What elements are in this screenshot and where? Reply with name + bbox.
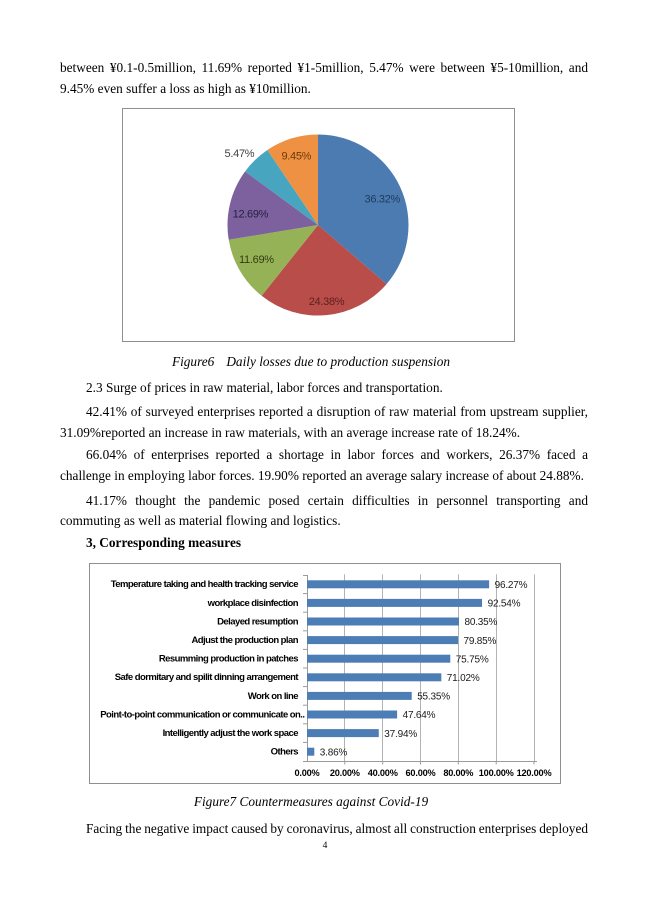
- svg-text:Resumming production in patche: Resumming production in patches: [159, 654, 298, 665]
- svg-text:Intelligently adjust the work: Intelligently adjust the work space: [163, 728, 299, 739]
- svg-text:92.54%: 92.54%: [488, 599, 521, 610]
- svg-text:55.35%: 55.35%: [417, 692, 450, 703]
- svg-text:120.00%: 120.00%: [517, 768, 552, 778]
- svg-text:Adjust the production plan: Adjust the production plan: [191, 635, 298, 646]
- svg-text:Delayed resumption: Delayed resumption: [217, 616, 299, 627]
- svg-text:37.94%: 37.94%: [384, 729, 417, 740]
- svg-text:Others: Others: [271, 747, 299, 758]
- svg-text:24.38%: 24.38%: [309, 296, 345, 308]
- svg-text:80.00%: 80.00%: [443, 768, 473, 778]
- svg-text:47.64%: 47.64%: [403, 710, 436, 721]
- svg-text:11.69%: 11.69%: [239, 254, 274, 266]
- svg-text:40.00%: 40.00%: [368, 768, 398, 778]
- svg-text:5.47%: 5.47%: [225, 148, 255, 160]
- svg-text:Safe dormitary and spilit dinn: Safe dormitary and spilit dinning arrang…: [115, 672, 300, 683]
- svg-text:20.00%: 20.00%: [330, 768, 360, 778]
- svg-text:96.27%: 96.27%: [495, 580, 528, 591]
- svg-text:Point-to-point communication o: Point-to-point communication or communic…: [100, 709, 304, 720]
- svg-text:75.75%: 75.75%: [456, 654, 489, 665]
- svg-text:100.00%: 100.00%: [479, 768, 514, 778]
- svg-text:9.45%: 9.45%: [281, 151, 311, 163]
- svg-text:71.02%: 71.02%: [447, 673, 480, 684]
- svg-text:Work on line: Work on line: [248, 691, 298, 702]
- svg-text:0.00%: 0.00%: [294, 768, 319, 778]
- svg-text:60.00%: 60.00%: [406, 768, 436, 778]
- svg-text:80.35%: 80.35%: [465, 617, 498, 628]
- svg-text:36.32%: 36.32%: [365, 193, 401, 205]
- svg-text:12.69%: 12.69%: [233, 209, 269, 221]
- svg-text:workplace disinfection: workplace disinfection: [207, 598, 299, 609]
- svg-text:79.85%: 79.85%: [464, 636, 497, 647]
- svg-text:Temperature taking and health: Temperature taking and health tracking s…: [111, 579, 299, 590]
- svg-text:3.86%: 3.86%: [320, 747, 348, 758]
